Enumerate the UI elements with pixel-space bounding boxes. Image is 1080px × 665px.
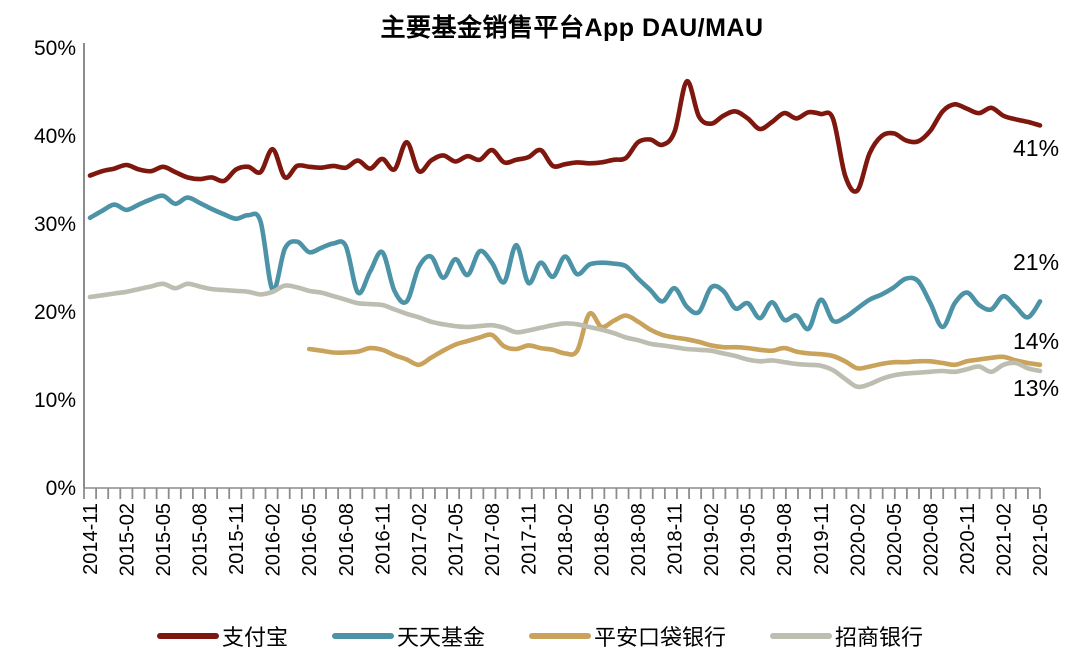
x-axis-label: 2018-02	[555, 503, 577, 576]
x-axis-label: 2019-02	[701, 503, 723, 576]
legend-label-cmb: 招商银行	[835, 625, 924, 650]
legend-label-tiantian-fund: 天天基金	[396, 625, 485, 650]
x-axis-label: 2018-11	[665, 503, 687, 575]
legend-line-swatch-cmb	[770, 633, 833, 639]
x-axis-label: 2016-05	[299, 503, 321, 576]
end-value-label-pingan-pocket-bank: 14%	[1013, 328, 1059, 354]
y-axis-label: 10%	[34, 389, 76, 412]
series-line-cmb	[87, 281, 1043, 390]
y-axis-label: 20%	[34, 301, 76, 324]
x-axis-label: 2015-05	[153, 503, 175, 576]
x-axis-label: 2020-08	[920, 503, 942, 576]
x-axis-label: 2017-11	[519, 503, 541, 575]
y-axis-label: 30%	[34, 213, 76, 236]
legend-label-alipay: 支付宝	[221, 625, 288, 650]
chart-title: 主要基金销售平台App DAU/MAU	[380, 14, 764, 42]
x-axis-label: 2015-11	[226, 503, 248, 575]
legend-item-pingan-pocket-bank: 平安口袋银行	[529, 620, 726, 652]
x-axis-label: 2021-05	[1030, 503, 1052, 576]
x-axis-label: 2019-11	[811, 503, 833, 575]
legend-item-tiantian-fund: 天天基金	[331, 620, 485, 652]
x-axis-label: 2016-08	[336, 503, 358, 576]
legend-item-alipay: 支付宝	[156, 620, 288, 652]
x-axis-label: 2016-02	[263, 503, 285, 576]
y-axis-label: 0%	[46, 477, 76, 500]
x-axis-label: 2015-02	[117, 503, 139, 576]
x-axis-label: 2020-02	[847, 503, 869, 576]
end-value-label-cmb: 13%	[1013, 375, 1059, 401]
y-axis-label: 40%	[34, 125, 76, 148]
x-axis-label: 2017-05	[445, 503, 467, 576]
x-axis-label: 2018-08	[628, 503, 650, 576]
legend: 支付宝 天天基金 平安口袋银行 招商银行	[0, 620, 1080, 652]
x-axis-label: 2019-05	[738, 503, 760, 576]
x-axis-label: 2015-08	[190, 503, 212, 576]
x-axis-label: 2020-11	[957, 503, 979, 575]
series-line-alipay	[87, 79, 1043, 194]
legend-item-cmb: 招商银行	[770, 620, 923, 652]
x-axis-label: 2014-11	[80, 503, 102, 575]
x-axis-label: 2016-11	[372, 503, 394, 575]
legend-line-swatch-alipay	[156, 633, 219, 639]
legend-line-swatch-tiantian-fund	[331, 633, 394, 639]
legend-label-pingan-pocket-bank: 平安口袋银行	[594, 625, 727, 650]
legend-line-swatch-pingan-pocket-bank	[529, 633, 591, 639]
end-value-label-alipay: 41%	[1013, 135, 1059, 161]
y-axis-label: 50%	[34, 37, 76, 60]
x-axis-label: 2017-02	[409, 503, 431, 576]
x-axis-label: 2020-05	[884, 503, 906, 576]
series-line-pingan-pocket-bank	[306, 310, 1043, 371]
series-line-tiantian-fund	[87, 193, 1043, 332]
x-axis-label: 2018-05	[592, 503, 614, 576]
x-axis-label: 2021-02	[994, 503, 1016, 576]
x-axis-label: 2019-08	[774, 503, 796, 576]
end-value-label-tiantian-fund: 21%	[1013, 249, 1059, 275]
x-axis-label: 2017-08	[482, 503, 504, 576]
